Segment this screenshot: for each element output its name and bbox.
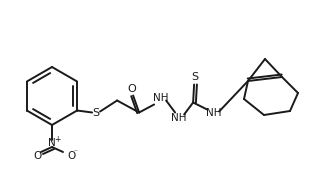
Text: NH: NH: [206, 107, 222, 117]
Text: O: O: [128, 83, 136, 93]
Text: NH: NH: [154, 93, 169, 103]
Text: +: +: [54, 135, 60, 144]
Text: NH: NH: [171, 113, 187, 122]
Text: N: N: [48, 138, 56, 148]
Text: ⁻: ⁻: [73, 148, 77, 156]
Text: S: S: [92, 107, 100, 117]
Text: O: O: [33, 151, 41, 161]
Text: S: S: [192, 72, 199, 82]
Text: O: O: [67, 151, 75, 161]
